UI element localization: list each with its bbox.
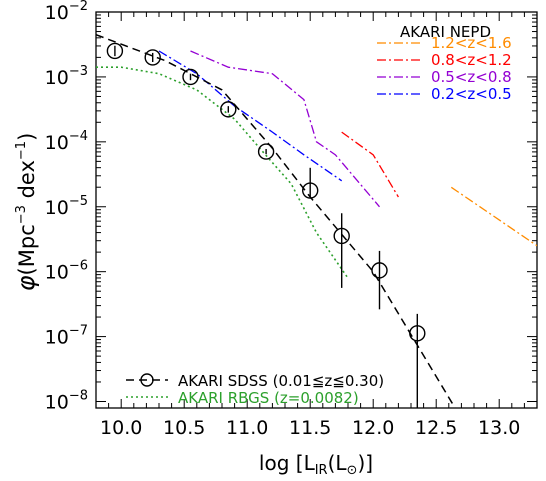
y-tick-exponent: −8 xyxy=(69,389,88,404)
y-tick-label: 10−5 xyxy=(45,194,88,219)
x-label-mid: (L xyxy=(328,451,348,475)
y-tick-exponent: −7 xyxy=(69,324,88,339)
nepd-legend-label: 0.8<z<1.2 xyxy=(431,51,512,69)
y-tick-base: 10 xyxy=(45,327,69,349)
sdss-data-point xyxy=(371,262,388,279)
sdss-data-point xyxy=(257,143,275,160)
y-label-unit-a: (Mpc xyxy=(15,224,39,275)
y-tick-base: 10 xyxy=(45,262,69,284)
y-tick-base: 10 xyxy=(45,197,69,219)
series-layer xyxy=(96,33,537,408)
y-tick-base: 10 xyxy=(45,132,69,154)
rbgs-line xyxy=(96,66,349,279)
nepd-series-line xyxy=(190,50,380,208)
y-tick-label: 10−4 xyxy=(45,129,88,154)
x-tick-label: 12.5 xyxy=(415,417,457,439)
sdss-data-point xyxy=(333,227,350,245)
sdss-fit-line xyxy=(96,33,456,408)
x-tick-label: 11.0 xyxy=(226,417,268,439)
y-tick-exponent: −4 xyxy=(69,129,88,144)
x-tick-label: 12.0 xyxy=(352,417,394,439)
x-tick-label: 13.0 xyxy=(478,417,520,439)
rbgs-legend-label: AKARI RBGS (z=0.0082) xyxy=(178,389,359,407)
sdss-data-point xyxy=(220,101,237,118)
y-label-phi: φ xyxy=(12,275,40,291)
y-tick-label: 10−8 xyxy=(45,389,88,414)
x-tick-labels: 10.0 10.5 11.0 11.5 12.0 12.5 13.0 xyxy=(100,417,520,439)
nepd-series-line xyxy=(341,131,399,198)
y-tick-label: 10−2 xyxy=(45,0,88,24)
nepd-legend-label: 1.2<z<1.6 xyxy=(431,34,512,52)
sdss-data-point xyxy=(182,68,199,86)
x-label-prefix: log [L xyxy=(259,451,316,475)
y-tick-exponent: −2 xyxy=(69,0,88,14)
y-label-close: ) xyxy=(15,133,39,141)
sdss-data-point xyxy=(302,182,319,199)
x-tick-label: 10.0 xyxy=(100,417,142,439)
sdss-data-point xyxy=(144,49,161,66)
y-tick-base: 10 xyxy=(45,67,69,89)
axis-ticks xyxy=(96,11,537,408)
y-tick-label: 10−7 xyxy=(45,324,88,349)
y-tick-base: 10 xyxy=(45,2,69,24)
y-tick-labels: 10−810−710−610−510−410−310−2 xyxy=(45,0,88,414)
y-tick-base: 10 xyxy=(45,392,69,414)
y-label-unit-b: dex xyxy=(15,160,39,205)
x-label-sub-ir: IR xyxy=(315,463,328,478)
y-axis-label: φ(Mpc−3 dex−1) xyxy=(12,133,40,292)
x-tick-label: 11.5 xyxy=(289,417,331,439)
nepd-legend-label: 0.2<z<0.5 xyxy=(431,85,512,103)
sdss-legend-marker xyxy=(140,373,154,387)
x-label-suffix: )] xyxy=(357,451,373,475)
nepd-legend-items: 1.2<z<1.60.8<z<1.20.5<z<0.80.2<z<0.5 xyxy=(377,34,512,103)
nepd-series-line xyxy=(450,186,537,247)
sdss-data-point xyxy=(409,325,426,342)
y-tick-exponent: −5 xyxy=(69,194,88,209)
nepd-legend: AKARI NEPD 1.2<z<1.60.8<z<1.20.5<z<0.80.… xyxy=(377,23,512,103)
x-axis-label: log [LIR(L⊙)] xyxy=(259,451,373,478)
sdss-data-point xyxy=(106,42,124,60)
nepd-legend-title: AKARI NEPD xyxy=(400,23,491,41)
x-tick-label: 10.5 xyxy=(163,417,205,439)
y-tick-label: 10−3 xyxy=(45,64,88,89)
sample-legend: AKARI SDSS (0.01≦z≦0.30) AKARI RBGS (z=0… xyxy=(126,372,384,407)
nepd-legend-label: 0.5<z<0.8 xyxy=(431,68,512,86)
y-tick-exponent: −6 xyxy=(69,259,88,274)
y-label-exp-a: −3 xyxy=(14,205,29,224)
y-tick-label: 10−6 xyxy=(45,259,88,284)
y-label-exp-b: −1 xyxy=(14,141,29,160)
y-tick-exponent: −3 xyxy=(69,64,88,79)
x-label-sub-sun: ⊙ xyxy=(347,463,358,478)
sdss-legend-label: AKARI SDSS (0.01≦z≦0.30) xyxy=(178,372,384,390)
